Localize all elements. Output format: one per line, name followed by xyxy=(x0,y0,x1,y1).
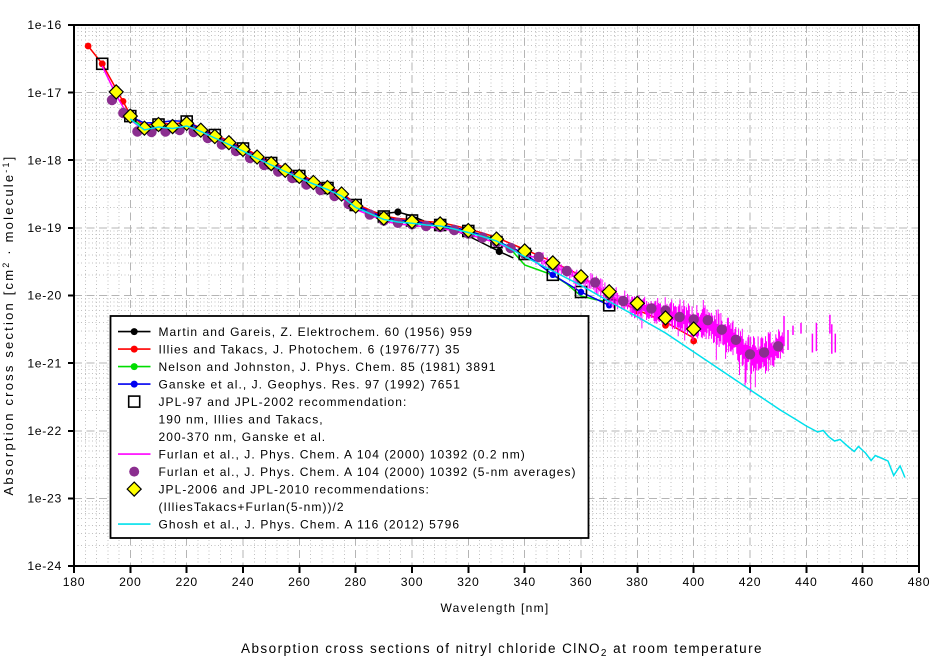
svg-text:JPL-97 and JPL-2002 recommenda: JPL-97 and JPL-2002 recommendation: xyxy=(159,395,408,409)
svg-text:190 nm, Illies and Takacs,: 190 nm, Illies and Takacs, xyxy=(159,412,324,426)
svg-text:Ghosh et al., J. Phys. Chem. A: Ghosh et al., J. Phys. Chem. A 116 (2012… xyxy=(159,517,461,531)
svg-text:280: 280 xyxy=(344,575,366,589)
svg-text:Illies and Takacs, J. Photoche: Illies and Takacs, J. Photochem. 6 (1976… xyxy=(159,342,461,356)
svg-text:1e-19: 1e-19 xyxy=(27,221,62,235)
svg-text:Ganske et al., J. Geophys. Res: Ganske et al., J. Geophys. Res. 97 (1992… xyxy=(159,377,461,391)
svg-text:320: 320 xyxy=(457,575,479,589)
svg-text:JPL-2006 and JPL-2010 recommen: JPL-2006 and JPL-2010 recommendations: xyxy=(159,482,430,496)
svg-text:Wavelength [nm]: Wavelength [nm] xyxy=(440,601,549,615)
svg-text:1e-24: 1e-24 xyxy=(27,559,62,573)
svg-text:340: 340 xyxy=(513,575,535,589)
svg-text:1e-20: 1e-20 xyxy=(27,289,62,303)
svg-text:(IlliesTakacs+Furlan(5-nm))/2: (IlliesTakacs+Furlan(5-nm))/2 xyxy=(159,500,345,514)
svg-text:200-370 nm, Ganske et al.: 200-370 nm, Ganske et al. xyxy=(159,430,327,444)
svg-text:440: 440 xyxy=(795,575,817,589)
svg-text:300: 300 xyxy=(401,575,423,589)
svg-text:420: 420 xyxy=(739,575,761,589)
svg-text:220: 220 xyxy=(175,575,197,589)
svg-text:1e-21: 1e-21 xyxy=(27,356,62,370)
svg-text:1e-22: 1e-22 xyxy=(27,424,62,438)
svg-text:1e-17: 1e-17 xyxy=(27,86,62,100)
svg-text:Absorption cross section [cm2: Absorption cross section [cm2 · molecule… xyxy=(1,155,16,496)
svg-text:240: 240 xyxy=(232,575,254,589)
svg-text:Martin and Gareis, Z. Elektroc: Martin and Gareis, Z. Elektrochem. 60 (1… xyxy=(159,325,474,339)
svg-text:360: 360 xyxy=(570,575,592,589)
svg-text:380: 380 xyxy=(626,575,648,589)
svg-text:Nelson and Johnston, J. Phys.: Nelson and Johnston, J. Phys. Chem. 85 (… xyxy=(159,360,497,374)
svg-text:1e-16: 1e-16 xyxy=(27,18,62,32)
svg-text:480: 480 xyxy=(908,575,930,589)
svg-text:Absorption cross sections of n: Absorption cross sections of nitryl chlo… xyxy=(241,641,763,659)
svg-text:260: 260 xyxy=(288,575,310,589)
svg-text:Furlan et al., J. Phys. Chem.: Furlan et al., J. Phys. Chem. A 104 (200… xyxy=(159,465,577,479)
svg-text:1e-23: 1e-23 xyxy=(27,492,62,506)
svg-text:Furlan et al., J. Phys. Chem.: Furlan et al., J. Phys. Chem. A 104 (200… xyxy=(159,447,526,461)
svg-text:400: 400 xyxy=(682,575,704,589)
svg-text:180: 180 xyxy=(63,575,85,589)
svg-text:200: 200 xyxy=(119,575,141,589)
svg-text:460: 460 xyxy=(851,575,873,589)
svg-text:1e-18: 1e-18 xyxy=(27,153,62,167)
